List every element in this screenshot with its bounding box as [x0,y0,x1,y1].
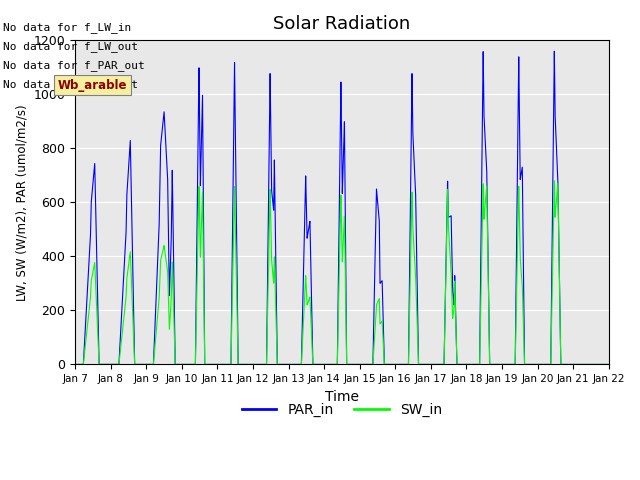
Y-axis label: LW, SW (W/m2), PAR (umol/m2/s): LW, SW (W/m2), PAR (umol/m2/s) [15,104,28,300]
Title: Solar Radiation: Solar Radiation [273,15,411,33]
Text: No data for f_LW_in: No data for f_LW_in [3,22,131,33]
Text: No data for f_SW_out: No data for f_SW_out [3,79,138,90]
Text: Wb_arable: Wb_arable [58,79,127,92]
Text: No data for f_LW_out: No data for f_LW_out [3,41,138,52]
X-axis label: Time: Time [325,390,359,404]
Legend: PAR_in, SW_in: PAR_in, SW_in [236,397,448,422]
Text: No data for f_PAR_out: No data for f_PAR_out [3,60,145,71]
